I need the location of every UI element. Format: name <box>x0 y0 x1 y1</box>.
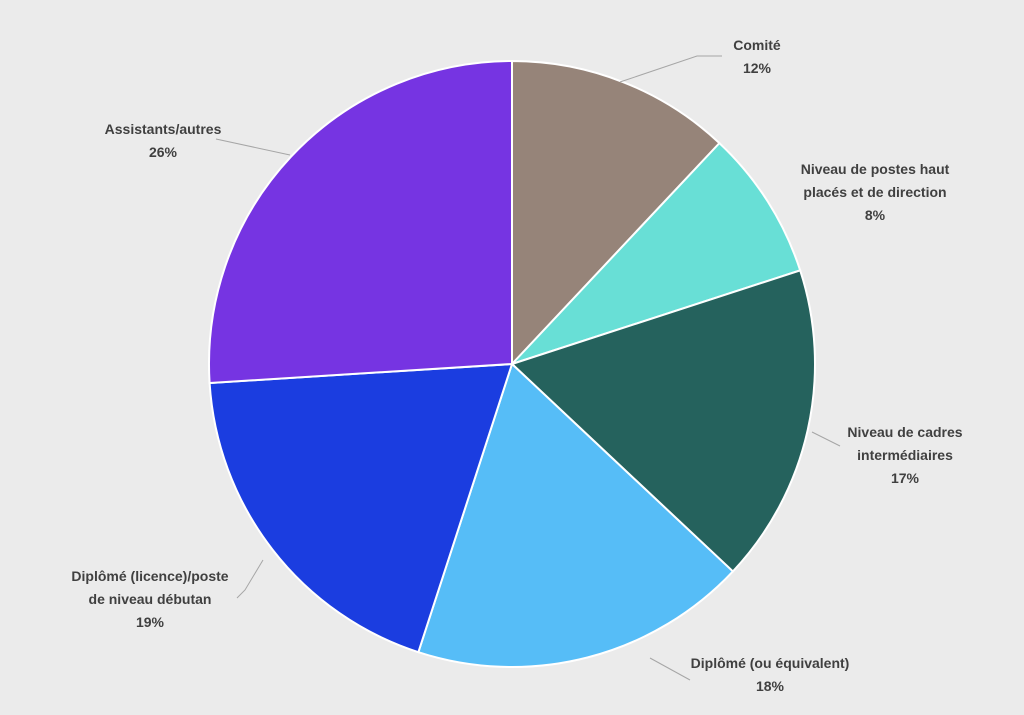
labels-layer: Comité 12% Niveau de postes haut placés et … <box>71 37 962 694</box>
leader-line <box>811 431 841 447</box>
slice-value-label: 17% <box>891 470 920 486</box>
slice-category-label: de niveau débutan <box>89 591 212 607</box>
pie-slice <box>208 362 514 654</box>
slice-value-label: 8% <box>865 207 886 223</box>
slice-category-label: Comité <box>733 37 781 53</box>
slice-value-label: 26% <box>149 144 178 160</box>
slice-category-label: Niveau de cadres <box>847 424 962 440</box>
leader-line <box>649 657 691 681</box>
slice-value-label: 18% <box>756 678 785 694</box>
slice-value-label: 12% <box>743 60 772 76</box>
slices-layer <box>208 59 816 668</box>
slice-value-label: 19% <box>136 614 165 630</box>
slice-category-label: Diplômé (ou équivalent) <box>691 655 850 671</box>
slice-category-label: Niveau de postes haut <box>801 161 950 177</box>
slice-category-label: intermédiaires <box>857 447 953 463</box>
slice-category-label: Assistants/autres <box>105 121 222 137</box>
pie-slice <box>510 269 816 573</box>
pie-slice <box>208 59 513 385</box>
leader-line <box>236 559 264 599</box>
leader-line <box>619 55 722 83</box>
slice-category-label: placés et de direction <box>803 184 946 200</box>
leader-line <box>215 138 291 156</box>
leaders-layer <box>215 55 841 681</box>
slice-category-label: Diplômé (licence)/poste <box>71 568 228 584</box>
pie-slice <box>417 362 735 668</box>
pie-slice <box>511 59 721 367</box>
pie-slice <box>511 141 802 365</box>
